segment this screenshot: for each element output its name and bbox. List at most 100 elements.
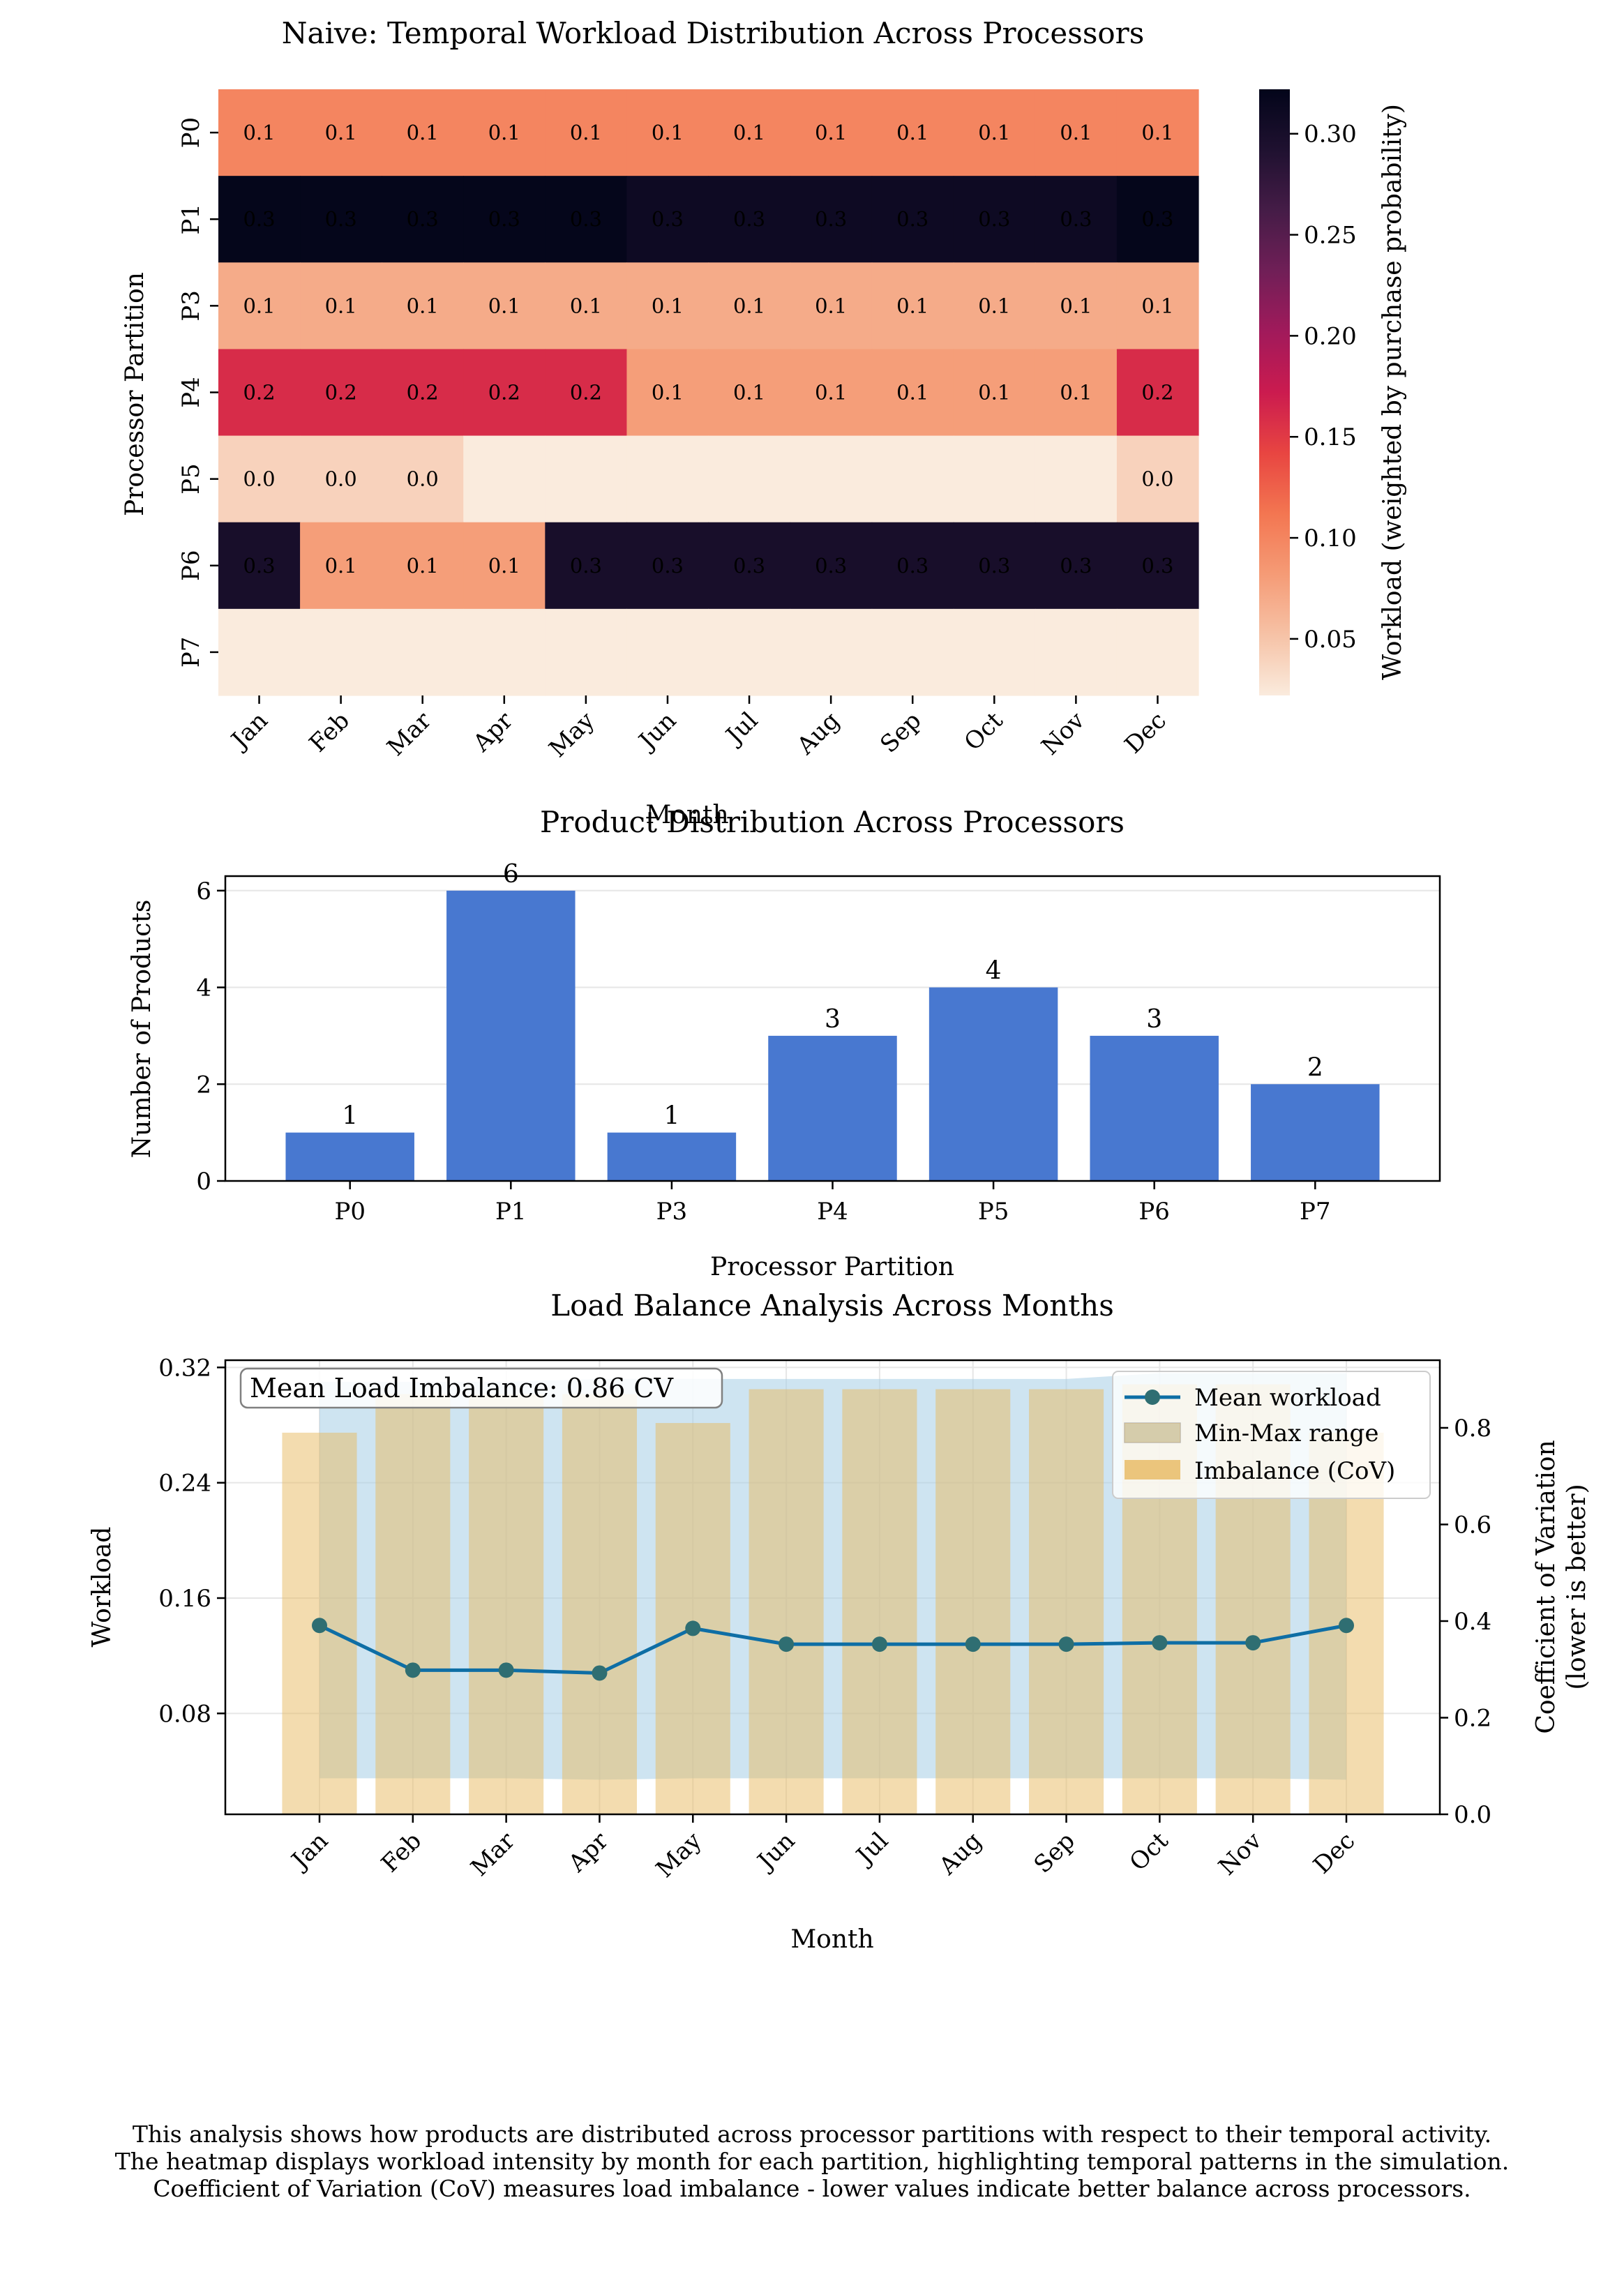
mean-workload-point-may: [685, 1620, 701, 1636]
heatmap-cell-p0-nov: [1035, 89, 1118, 176]
heatmap-annotation-p4-sep: 0.1: [896, 381, 928, 405]
bar-p6: [1090, 1035, 1219, 1181]
heatmap-annotation-p0-jan: 0.1: [243, 121, 275, 144]
bar-y-tick-label: 2: [196, 1071, 211, 1099]
heatmap-annotation-p3-jun: 0.1: [652, 294, 684, 317]
heatmap-cell-p7-dec: [1116, 608, 1199, 696]
heatmap-cell-p4-nov: [1035, 349, 1118, 437]
heatmap-cell-p7-jul: [708, 608, 791, 696]
bar-x-axis-label: Processor Partition: [710, 1253, 954, 1281]
mean-workload-point-oct: [1152, 1635, 1168, 1651]
heatmap-cell-p4-feb: [300, 349, 382, 437]
legend-cov-swatch: [1125, 1460, 1180, 1479]
heatmap-cell-p1-jun: [626, 176, 709, 263]
heatmap-cell-p5-oct: [953, 435, 1036, 523]
heatmap-cell-p6-nov: [1035, 522, 1118, 610]
heatmap-cell-p3-sep: [871, 262, 954, 350]
bar-value-label-p3: 1: [663, 1102, 679, 1131]
mean-workload-point-jan: [312, 1618, 327, 1634]
cov-bar-mar: [469, 1394, 544, 1814]
bar-x-tick-p1: P1: [495, 1198, 527, 1226]
load-balance-x-ticks: Jan Feb Mar Apr May Jun Jul Aug Sep Oct Nov Dec: [285, 1814, 1360, 1883]
heatmap-cell-p1-aug: [790, 176, 873, 263]
heatmap-x-tick-feb: Feb: [304, 707, 355, 758]
bar-p7: [1251, 1084, 1380, 1181]
heatmap-x-tick-mar: Mar: [382, 707, 437, 762]
heatmap-annotation-p3-jan: 0.1: [243, 294, 275, 317]
heatmap-cell-p1-sep: [871, 176, 954, 263]
heatmap-cell-p6-jul: [708, 522, 791, 610]
load-balance-y2-axis-label-line1: Coefficient of Variation: [1532, 1440, 1561, 1733]
legend-range-label: Min-Max range: [1194, 1420, 1378, 1447]
heatmap-cell-p1-jan: [218, 176, 301, 263]
load-balance-x-tick-jun: Jun: [751, 1827, 800, 1876]
figure-caption: This analysis shows how products are dis…: [0, 2121, 1624, 2202]
load-balance-y2-tick-label: 0.0: [1454, 1801, 1491, 1829]
colorbar: [1259, 89, 1290, 695]
mean-workload-point-aug: [965, 1636, 981, 1652]
heatmap-cell-p5-nov: [1035, 435, 1118, 523]
heatmap-cell-p5-feb: [300, 435, 382, 523]
heatmap-x-tick-aug: Aug: [791, 707, 845, 760]
bar-x-tick-p7: P7: [1300, 1198, 1331, 1226]
heatmap-cell-p4-oct: [953, 349, 1036, 437]
cov-bar-jul: [842, 1389, 917, 1814]
heatmap-annotation-p1-nov: 0.3: [1060, 207, 1092, 231]
heatmap-annotation-p4-feb: 0.2: [325, 381, 357, 405]
heatmap-cell-p4-dec: [1116, 349, 1199, 437]
load-balance-y-tick-label: 0.24: [158, 1470, 211, 1498]
colorbar-tick-label: 0.25: [1304, 222, 1357, 250]
load-balance-x-tick-jan: Jan: [285, 1827, 333, 1876]
heatmap-annotation-p6-sep: 0.3: [896, 554, 928, 578]
bar-value-label-p4: 3: [825, 1005, 841, 1034]
heatmap-x-tick-apr: Apr: [467, 707, 519, 758]
bar-y-axis-label: Number of Products: [128, 900, 156, 1159]
heatmap-cell-p4-sep: [871, 349, 954, 437]
bar-x-tick-p0: P0: [334, 1198, 366, 1226]
heatmap-cell-p5-jul: [708, 435, 791, 523]
heatmap-cell-p5-may: [545, 435, 628, 523]
heatmap-annotation-p1-feb: 0.3: [325, 207, 357, 231]
heatmap-x-tick-dec: Dec: [1120, 707, 1172, 759]
mean-workload-point-jun: [779, 1636, 795, 1652]
bar-value-label-p5: 4: [986, 957, 1002, 986]
heatmap-cell-p1-feb: [300, 176, 382, 263]
heatmap-annotation-p6-feb: 0.1: [325, 554, 357, 578]
heatmap-cell-p7-feb: [300, 608, 382, 696]
bar-chart-title: Product Distribution Across Processors: [540, 805, 1125, 839]
heatmap-cell-p6-sep: [871, 522, 954, 610]
heatmap-annotation-p4-jun: 0.1: [652, 381, 684, 405]
caption-line-3: Coefficient of Variation (CoV) measures …: [153, 2175, 1471, 2202]
heatmap-cell-p1-nov: [1035, 176, 1118, 263]
heatmap-annotation-p0-apr: 0.1: [488, 121, 520, 144]
heatmap-cell-p7-apr: [463, 608, 546, 696]
heatmap-cell-p7-oct: [953, 608, 1036, 696]
load-balance-x-tick-oct: Oct: [1125, 1827, 1174, 1876]
bar-p1: [446, 890, 576, 1181]
heatmap-annotation-p5-jan: 0.0: [243, 467, 275, 491]
load-balance-y-axis-label: Workload: [88, 1527, 116, 1648]
heatmap-y-tick-labels: P0 P1 P3 P4 P5 P6 P7: [177, 117, 218, 668]
heatmap-cell-p7-may: [545, 608, 628, 696]
heatmap-annotation-p0-jul: 0.1: [733, 121, 765, 144]
legend-item-range: Min-Max range: [1124, 1420, 1378, 1447]
annotation-text: Mean Load Imbalance: 0.86 CV: [250, 1373, 674, 1403]
heatmap-cell-p3-mar: [382, 262, 464, 350]
legend: Mean workload Min-Max range Imbalance (C…: [1112, 1371, 1431, 1499]
load-balance-x-tick-aug: Aug: [933, 1827, 987, 1881]
legend-range-swatch: [1124, 1422, 1181, 1443]
heatmap-cell-p4-mar: [382, 349, 464, 437]
heatmap-cell-p6-may: [545, 522, 628, 610]
load-balance-y2-tick-label: 0.2: [1454, 1704, 1491, 1732]
load-balance-y-ticks: 0.08 0.16 0.24 0.32: [158, 1354, 225, 1728]
heatmap-annotation-p1-aug: 0.3: [815, 207, 847, 231]
heatmap-annotation-p4-apr: 0.2: [488, 381, 520, 405]
bar-value-label-p0: 1: [342, 1102, 358, 1131]
heatmap-cells: 0.1 0.1 0.1 0.1 0.1 0.1 0.1 0.1 0.1 0.1 0.1 0.1 0.3 0…: [218, 89, 1199, 696]
heatmap-cell-p7-jan: [218, 608, 301, 696]
heatmap-cell-p5-mar: [382, 435, 464, 523]
heatmap-cell-p5-dec: [1116, 435, 1199, 523]
heatmap-cell-p0-oct: [953, 89, 1036, 176]
heatmap-cell-p1-jul: [708, 176, 791, 263]
load-balance-y2-tick-label: 0.4: [1454, 1608, 1491, 1636]
